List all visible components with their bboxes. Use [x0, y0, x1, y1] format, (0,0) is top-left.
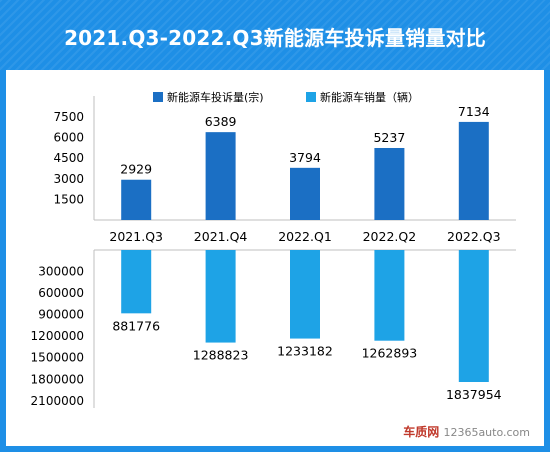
chart-panel: 新能源车投诉量(宗) 新能源车销量（辆） 1500 3000 4500 6000 7500 3… — [6, 70, 544, 446]
lower-y-tick-label: 1200000 — [31, 329, 84, 343]
complaint-data-label: 6389 — [205, 114, 237, 129]
sales-data-label: 881776 — [112, 318, 160, 333]
chart-title: 2021.Q3-2022.Q3新能源车投诉量销量对比 — [64, 26, 486, 50]
upper-y-tick-label: 4500 — [53, 151, 84, 165]
upper-y-tick-label: 7500 — [53, 110, 84, 124]
lower-y-tick-label: 2100000 — [31, 394, 84, 408]
legend-swatch-sales — [306, 92, 316, 102]
category-label: 2021.Q4 — [194, 229, 248, 244]
sales-bar — [374, 250, 405, 341]
upper-y-tick-label: 1500 — [53, 192, 84, 206]
lower-y-tick-label: 1500000 — [31, 351, 84, 365]
complaint-data-label: 3794 — [289, 150, 321, 165]
watermark-brand: 车质网 — [403, 425, 440, 439]
complaint-bar — [374, 147, 405, 220]
sales-bar — [458, 250, 489, 382]
sales-bar — [121, 250, 152, 314]
category-label: 2021.Q3 — [109, 229, 163, 244]
category-label: 2022.Q1 — [278, 229, 332, 244]
upper-y-tick-label: 6000 — [53, 131, 84, 145]
title-bar: 2021.Q3-2022.Q3新能源车投诉量销量对比 — [0, 0, 550, 70]
legend-label-complaints: 新能源车投诉量(宗) — [167, 90, 264, 104]
sales-data-label: 1288823 — [193, 348, 249, 363]
sales-data-label: 1262893 — [362, 346, 418, 361]
lower-y-tick-label: 900000 — [38, 308, 84, 322]
complaint-data-label: 7134 — [458, 104, 490, 119]
upper-y-tick-label: 3000 — [53, 172, 84, 186]
watermark: 车质网 12365auto.com — [403, 423, 530, 440]
legend-label-sales: 新能源车销量（辆） — [320, 90, 419, 104]
complaint-bar — [121, 179, 152, 220]
legend-swatch-complaints — [153, 92, 163, 102]
sales-data-label: 1233182 — [277, 344, 333, 359]
sales-data-label: 1837954 — [446, 387, 502, 402]
complaint-bar — [290, 167, 320, 220]
complaint-bar — [458, 121, 489, 220]
chart-svg: 新能源车投诉量(宗) 新能源车销量（辆） 1500 3000 4500 6000 7500 3… — [31, 90, 516, 408]
watermark-url: 12365auto.com — [443, 426, 530, 439]
lower-y-tick-label: 600000 — [38, 286, 84, 300]
lower-y-tick-label: 300000 — [38, 265, 84, 279]
category-label: 2022.Q2 — [363, 229, 417, 244]
lower-y-tick-label: 1800000 — [31, 372, 84, 386]
complaint-bar — [205, 132, 236, 220]
category-label: 2022.Q3 — [447, 229, 501, 244]
complaint-data-label: 2929 — [120, 162, 152, 177]
sales-bar — [205, 250, 236, 343]
complaint-data-label: 5237 — [373, 130, 405, 145]
sales-bar — [290, 250, 320, 339]
